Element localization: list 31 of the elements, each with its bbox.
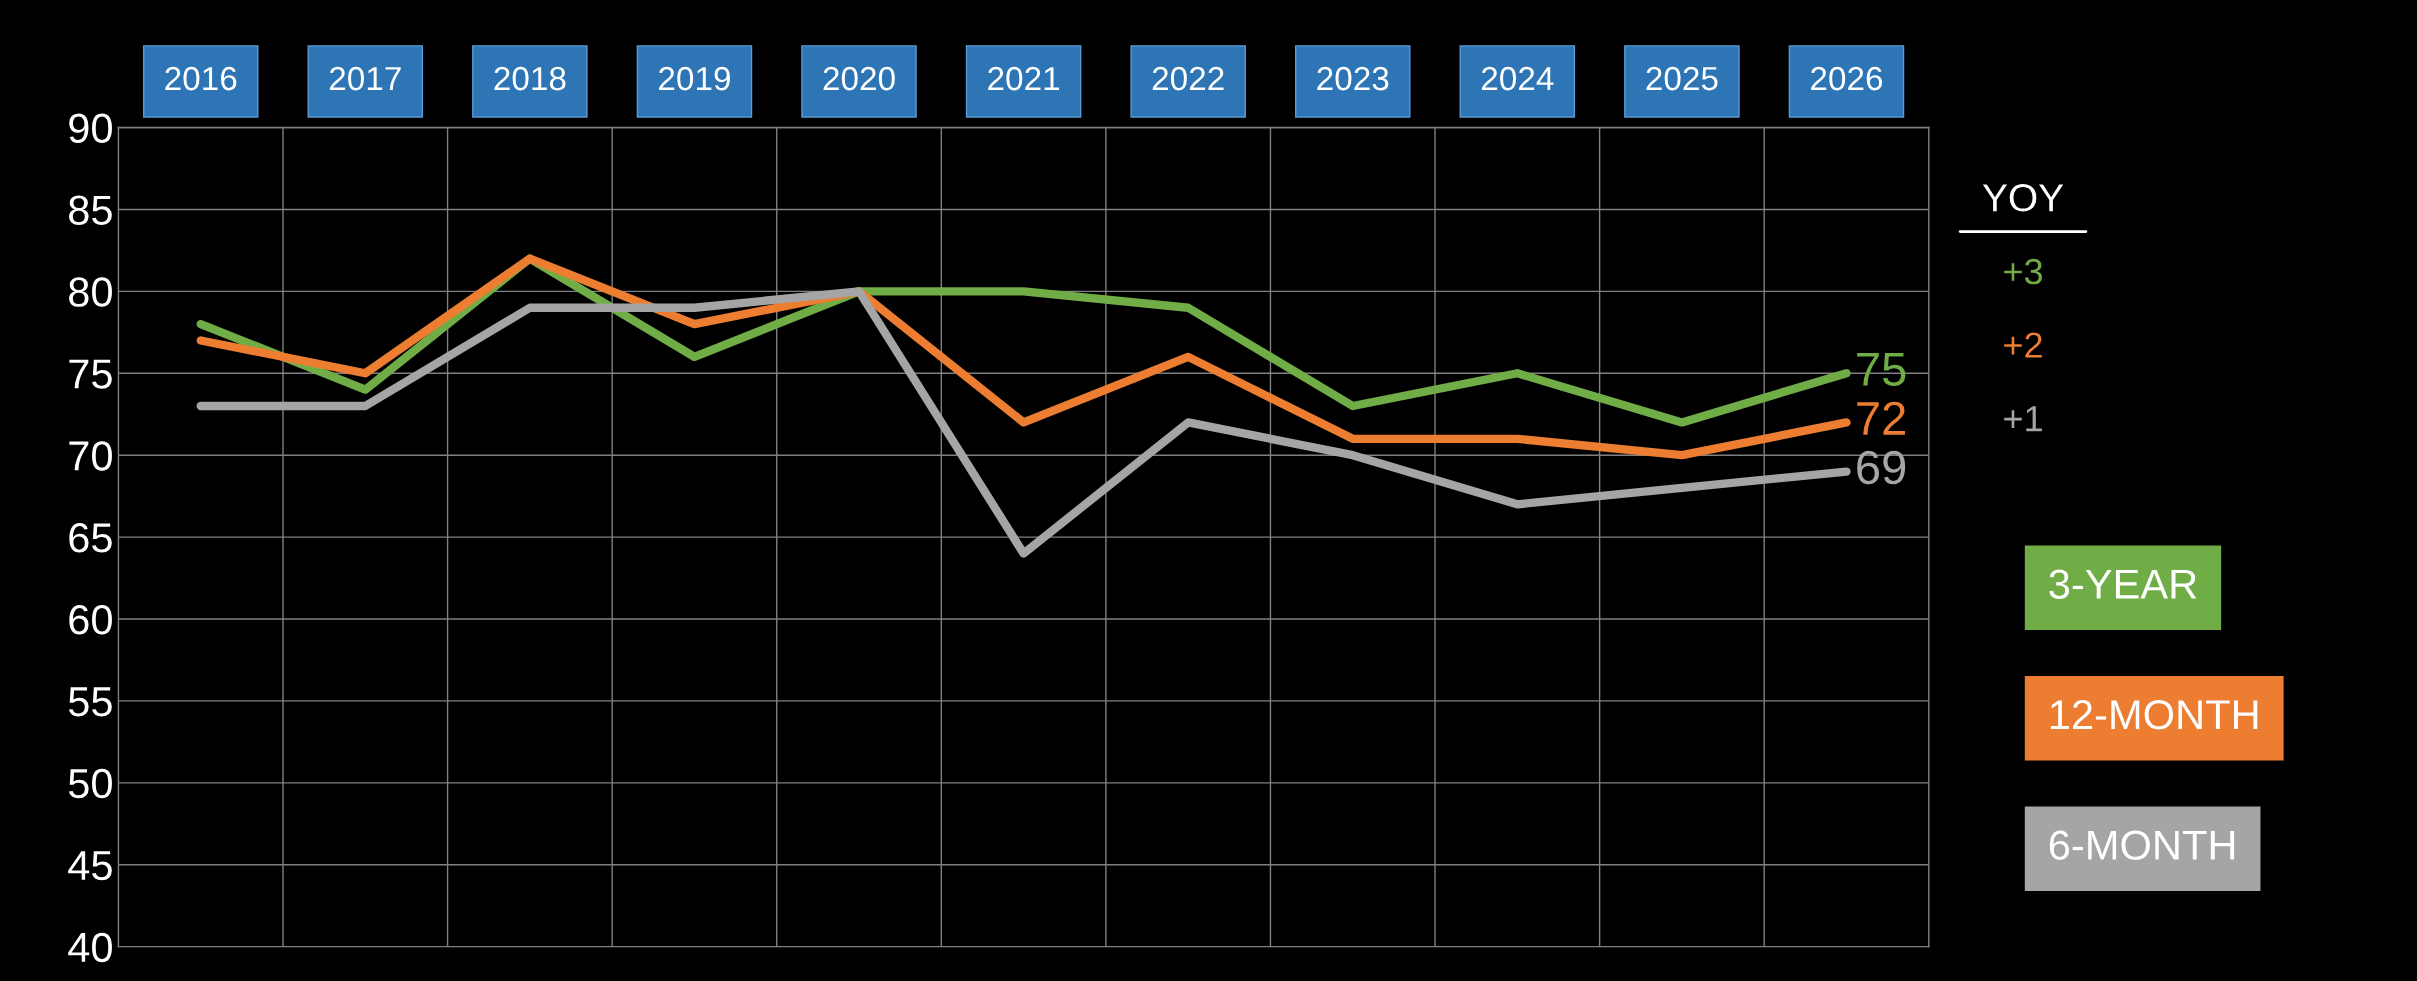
y-tick-label: 50 bbox=[68, 768, 112, 799]
text: 3-YEAR bbox=[2049, 569, 2197, 599]
text: +1 bbox=[2004, 406, 2042, 432]
data-label: 69 bbox=[1857, 450, 1906, 485]
data-label: 72 bbox=[1857, 401, 1905, 435]
x-tick-label: 2020 bbox=[823, 66, 895, 91]
x-tick-label: 2026 bbox=[1811, 66, 1883, 91]
x-tick-label: 2025 bbox=[1646, 66, 1718, 91]
text: YOY bbox=[1982, 184, 2064, 212]
x-tick-label: 2017 bbox=[329, 66, 401, 91]
text: 12-MONTH bbox=[2050, 699, 2258, 730]
y-tick-label: 60 bbox=[69, 605, 112, 635]
text: +3 bbox=[2004, 258, 2043, 285]
x-tick-label: 2016 bbox=[165, 66, 237, 91]
x-tick-label: 2018 bbox=[494, 66, 566, 91]
x-tick-label: 2024 bbox=[1481, 66, 1554, 91]
y-tick-label: 80 bbox=[69, 277, 112, 307]
y-tick-label: 40 bbox=[68, 932, 112, 963]
y-tick-label: 55 bbox=[68, 687, 112, 717]
x-tick-label: 2023 bbox=[1317, 66, 1389, 91]
y-tick-label: 70 bbox=[69, 441, 112, 471]
y-tick-label: 90 bbox=[69, 113, 112, 144]
text: +2 bbox=[2004, 332, 2042, 358]
y-tick-label: 75 bbox=[69, 359, 112, 389]
y-tick-label: 45 bbox=[68, 851, 112, 881]
x-tick-label: 2021 bbox=[988, 66, 1060, 91]
x-tick-label: 2019 bbox=[659, 66, 730, 91]
y-tick-label: 85 bbox=[69, 195, 112, 225]
x-tick-label: 2022 bbox=[1152, 66, 1224, 91]
y-tick-label: 65 bbox=[69, 523, 112, 553]
text: 6-MONTH bbox=[2049, 830, 2235, 860]
